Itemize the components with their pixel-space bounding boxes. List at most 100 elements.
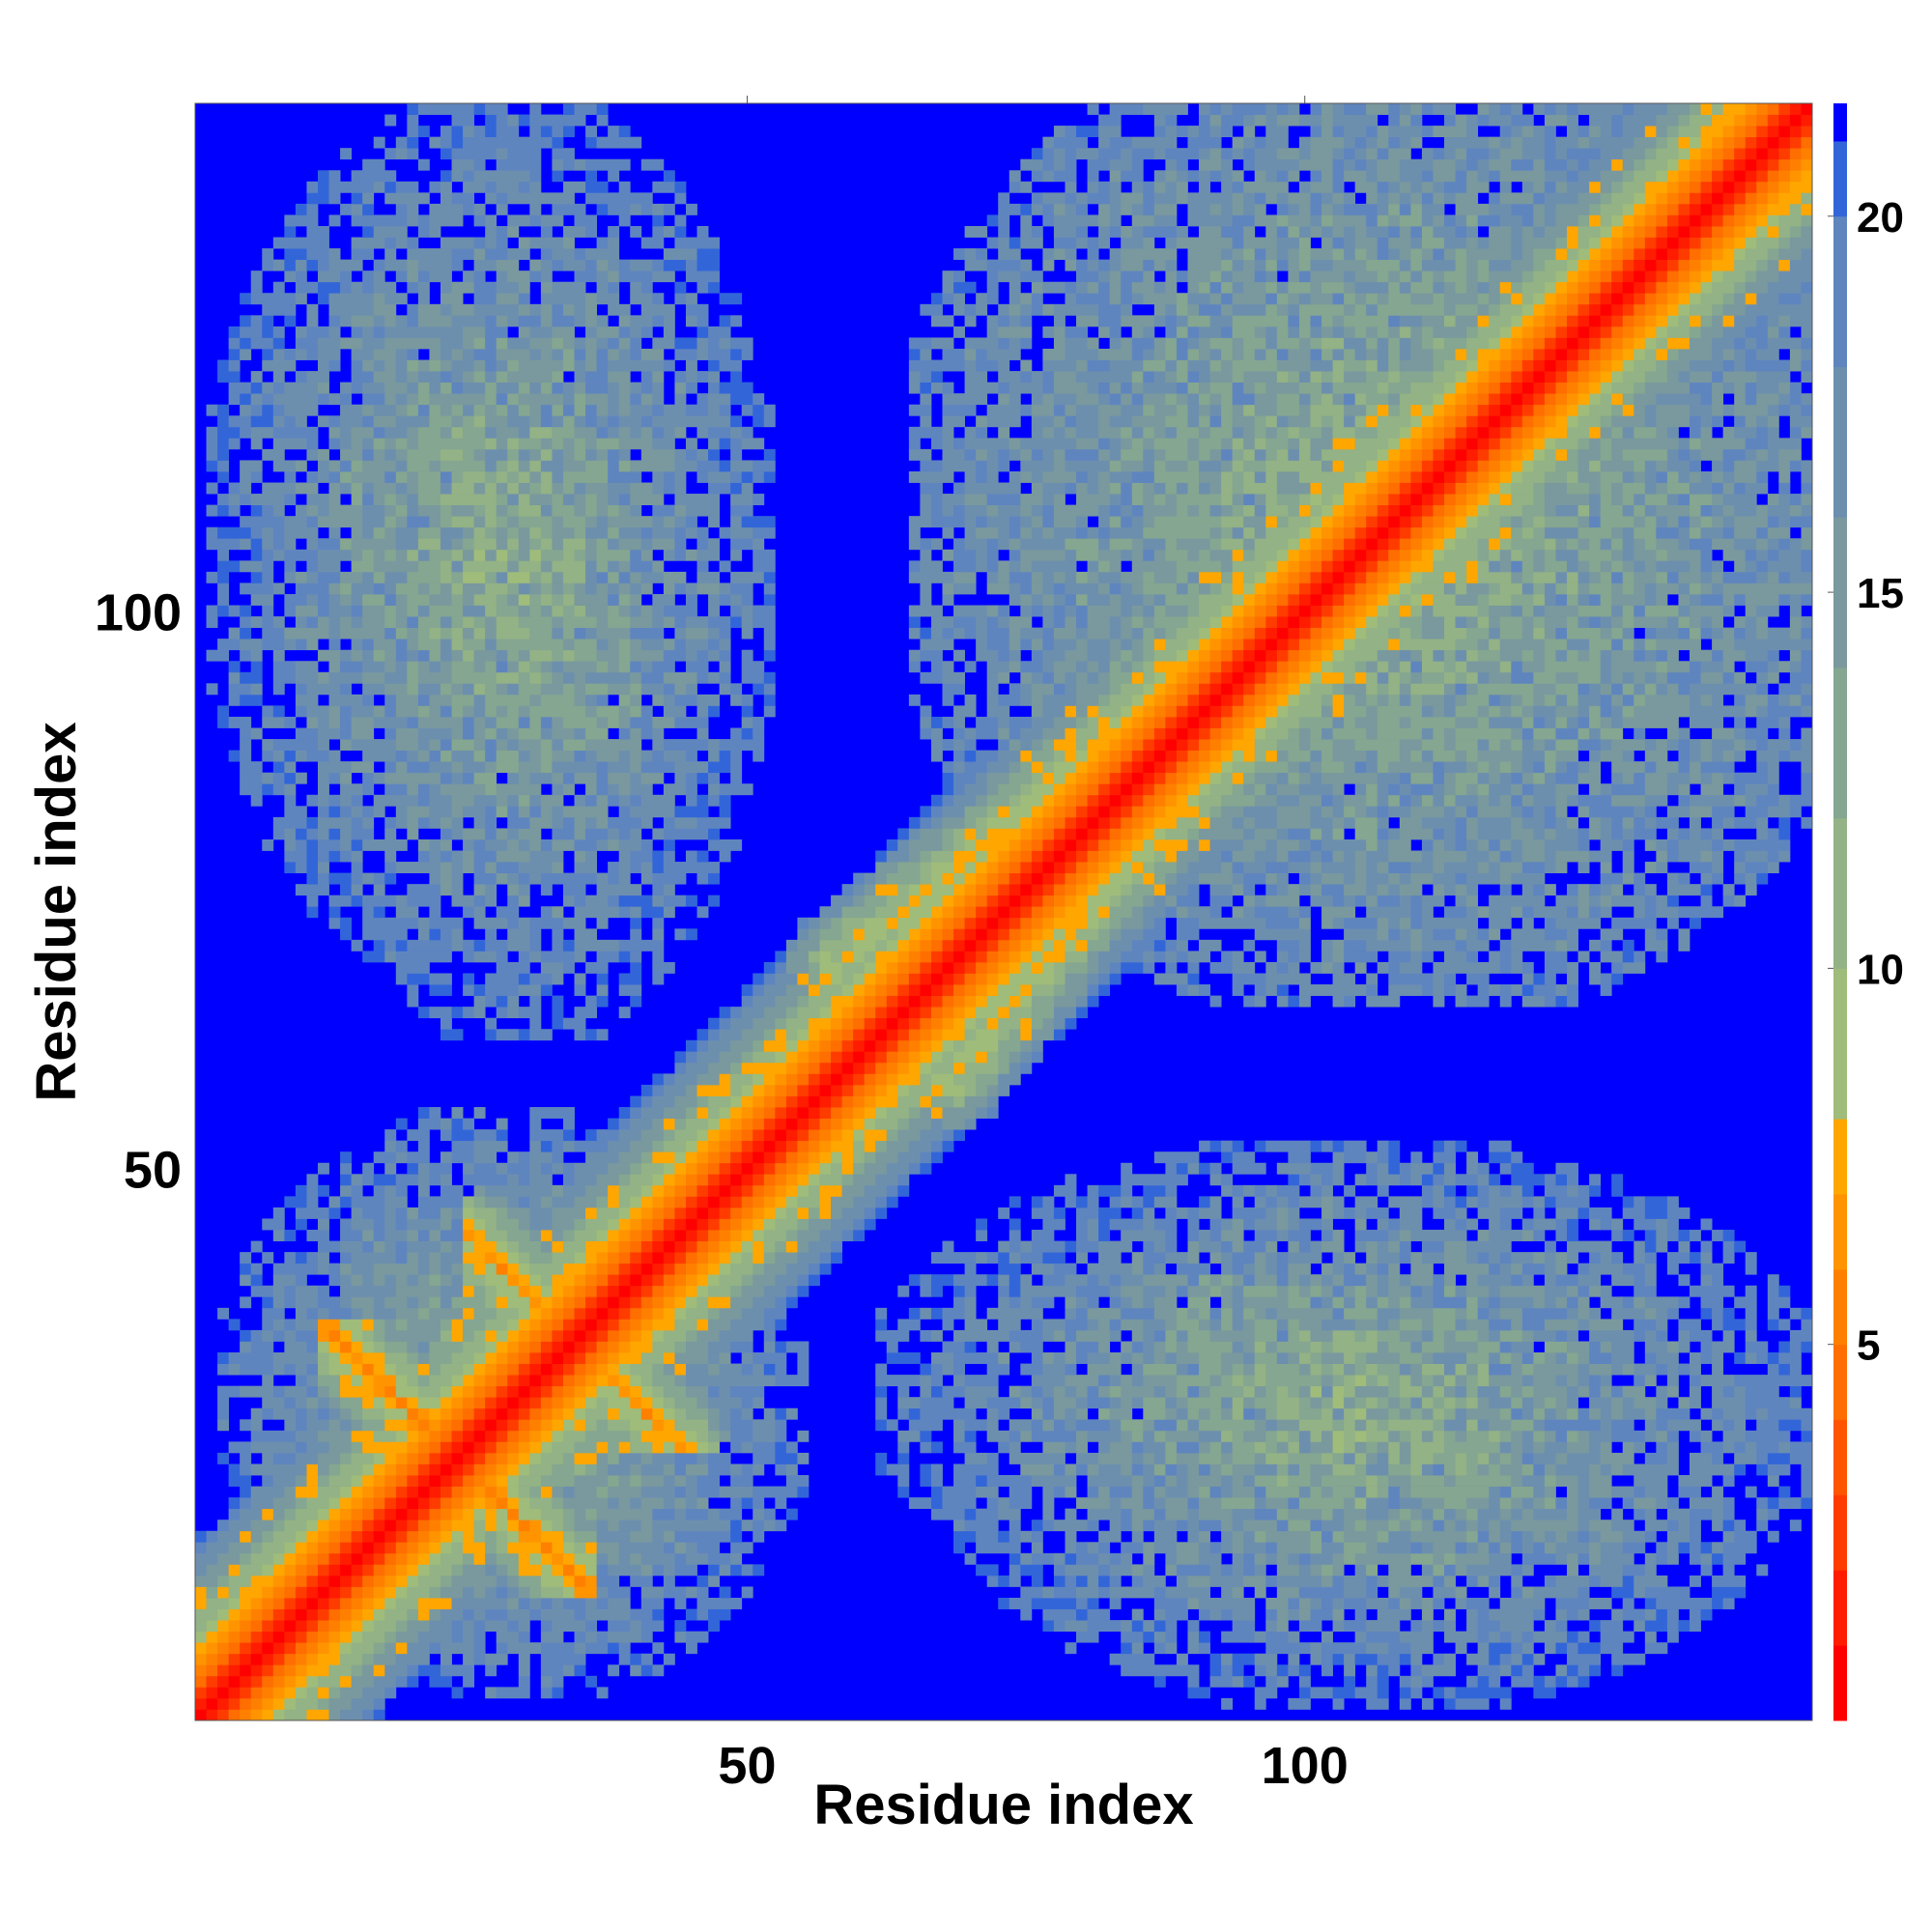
heatmap-cell: [730, 1441, 743, 1454]
heatmap-cell: [440, 1586, 464, 1599]
heatmap-cell: [1444, 984, 1456, 996]
heatmap-cell: [518, 1151, 530, 1164]
heatmap-cell: [1076, 928, 1099, 941]
heatmap-cell: [250, 1675, 263, 1688]
heatmap-cell: [1109, 1653, 1155, 1665]
heatmap-cell: [317, 872, 329, 885]
heatmap-cell: [328, 1196, 341, 1208]
heatmap-cell: [640, 1196, 653, 1208]
heatmap-cell: [440, 1174, 452, 1186]
heatmap-cell: [1344, 1497, 1356, 1510]
heatmap-cell: [831, 1029, 842, 1041]
heatmap-cell: [1499, 1598, 1546, 1609]
heatmap-cell: [340, 1608, 353, 1621]
heatmap-cell: [596, 872, 609, 885]
heatmap-cell: [429, 1486, 441, 1498]
heatmap-cell: [250, 1520, 274, 1532]
heatmap-cell: [596, 995, 609, 1008]
heatmap-cell: [240, 1463, 252, 1476]
heatmap-cell: [1276, 1207, 1289, 1219]
heatmap-cell: [596, 1196, 609, 1208]
heatmap-cell: [1344, 1441, 1356, 1454]
heatmap-cell: [685, 1296, 697, 1309]
heatmap-cell: [395, 1463, 408, 1476]
heatmap-cell: [618, 973, 642, 985]
heatmap-cell: [1499, 984, 1512, 996]
heatmap-cell: [1176, 1520, 1188, 1532]
heatmap-cell: [417, 1363, 430, 1376]
heatmap-cell: [407, 1375, 419, 1387]
heatmap-cell: [618, 1207, 631, 1219]
heatmap-cell: [942, 1039, 954, 1052]
heatmap-cell: [1232, 1319, 1244, 1331]
heatmap-cell: [328, 1329, 341, 1342]
heatmap-cell: [1221, 1697, 1234, 1710]
heatmap-cell: [1109, 1520, 1122, 1532]
heatmap-cell: [1332, 1329, 1356, 1342]
heatmap-cell: [897, 1486, 910, 1498]
heatmap-cell: [1634, 1620, 1646, 1633]
heatmap-cell: [1410, 1475, 1445, 1487]
heatmap-cell: [417, 1385, 441, 1398]
heatmap-cell: [1634, 1274, 1646, 1287]
heatmap-cell: [1589, 939, 1602, 952]
heatmap-cell: [1121, 1397, 1133, 1409]
heatmap-cell: [1298, 1319, 1322, 1331]
heatmap-cell: [719, 1586, 731, 1599]
heatmap-cell: [875, 1073, 888, 1086]
heatmap-cell: [340, 1497, 353, 1510]
heatmap-cell: [1666, 1218, 1679, 1231]
heatmap-cell: [608, 1620, 631, 1633]
heatmap-cell: [775, 1184, 787, 1197]
heatmap-cell: [585, 1274, 598, 1287]
heatmap-cell: [507, 1363, 520, 1376]
heatmap-cell: [496, 1687, 530, 1699]
heatmap-cell: [1143, 1329, 1155, 1342]
heatmap-cell: [250, 1341, 274, 1353]
heatmap-cell: [1109, 872, 1133, 885]
heatmap-cell: [1332, 1385, 1345, 1398]
heatmap-cell: [1366, 1575, 1378, 1587]
heatmap-cell: [440, 1407, 452, 1420]
heatmap-cell: [1622, 951, 1634, 963]
heatmap-cell: [1399, 1162, 1411, 1175]
heatmap-cell: [552, 1274, 575, 1287]
heatmap-cell: [920, 1375, 932, 1387]
heatmap-cell: [976, 1530, 999, 1543]
heatmap-cell: [1298, 1385, 1311, 1398]
heatmap-cell: [195, 1542, 207, 1554]
heatmap-cell: [585, 1675, 598, 1688]
heatmap-cell: [1712, 1307, 1724, 1320]
heatmap-cell: [1366, 1375, 1378, 1387]
heatmap-cell: [1153, 884, 1166, 896]
heatmap-cell: [217, 1653, 230, 1665]
heatmap-cell: [1276, 961, 1289, 974]
heatmap-cell: [1544, 1319, 1578, 1331]
heatmap-cell: [1276, 995, 1289, 1008]
heatmap-cell: [897, 1007, 910, 1019]
heatmap-cell: [753, 1520, 765, 1532]
heatmap-cell: [1521, 1363, 1534, 1376]
heatmap-cell: [1421, 1608, 1434, 1621]
heatmap-cell: [1076, 1341, 1099, 1353]
heatmap-cell: [1678, 1486, 1701, 1498]
heatmap-cell: [272, 1675, 285, 1688]
heatmap-cell: [262, 1530, 274, 1543]
heatmap-cell: [1789, 1452, 1813, 1464]
heatmap-cell: [719, 1174, 731, 1186]
heatmap-cell: [1232, 1375, 1244, 1387]
heatmap-cell: [1042, 1419, 1055, 1432]
heatmap-cell: [440, 1530, 452, 1543]
heatmap-cell: [373, 1363, 385, 1376]
heatmap-cell: [819, 1196, 832, 1208]
heatmap-cell: [518, 1240, 542, 1253]
heatmap-cell: [1354, 1385, 1389, 1398]
heatmap-cell: [674, 1463, 687, 1476]
heatmap-cell: [964, 928, 977, 941]
heatmap-cell: [1644, 1352, 1657, 1364]
heatmap-cell: [1199, 984, 1210, 996]
heatmap-cell: [875, 1329, 910, 1342]
heatmap-cell: [1388, 1140, 1401, 1152]
heatmap-cell: [250, 1598, 263, 1609]
heatmap-cell: [1221, 1352, 1244, 1364]
